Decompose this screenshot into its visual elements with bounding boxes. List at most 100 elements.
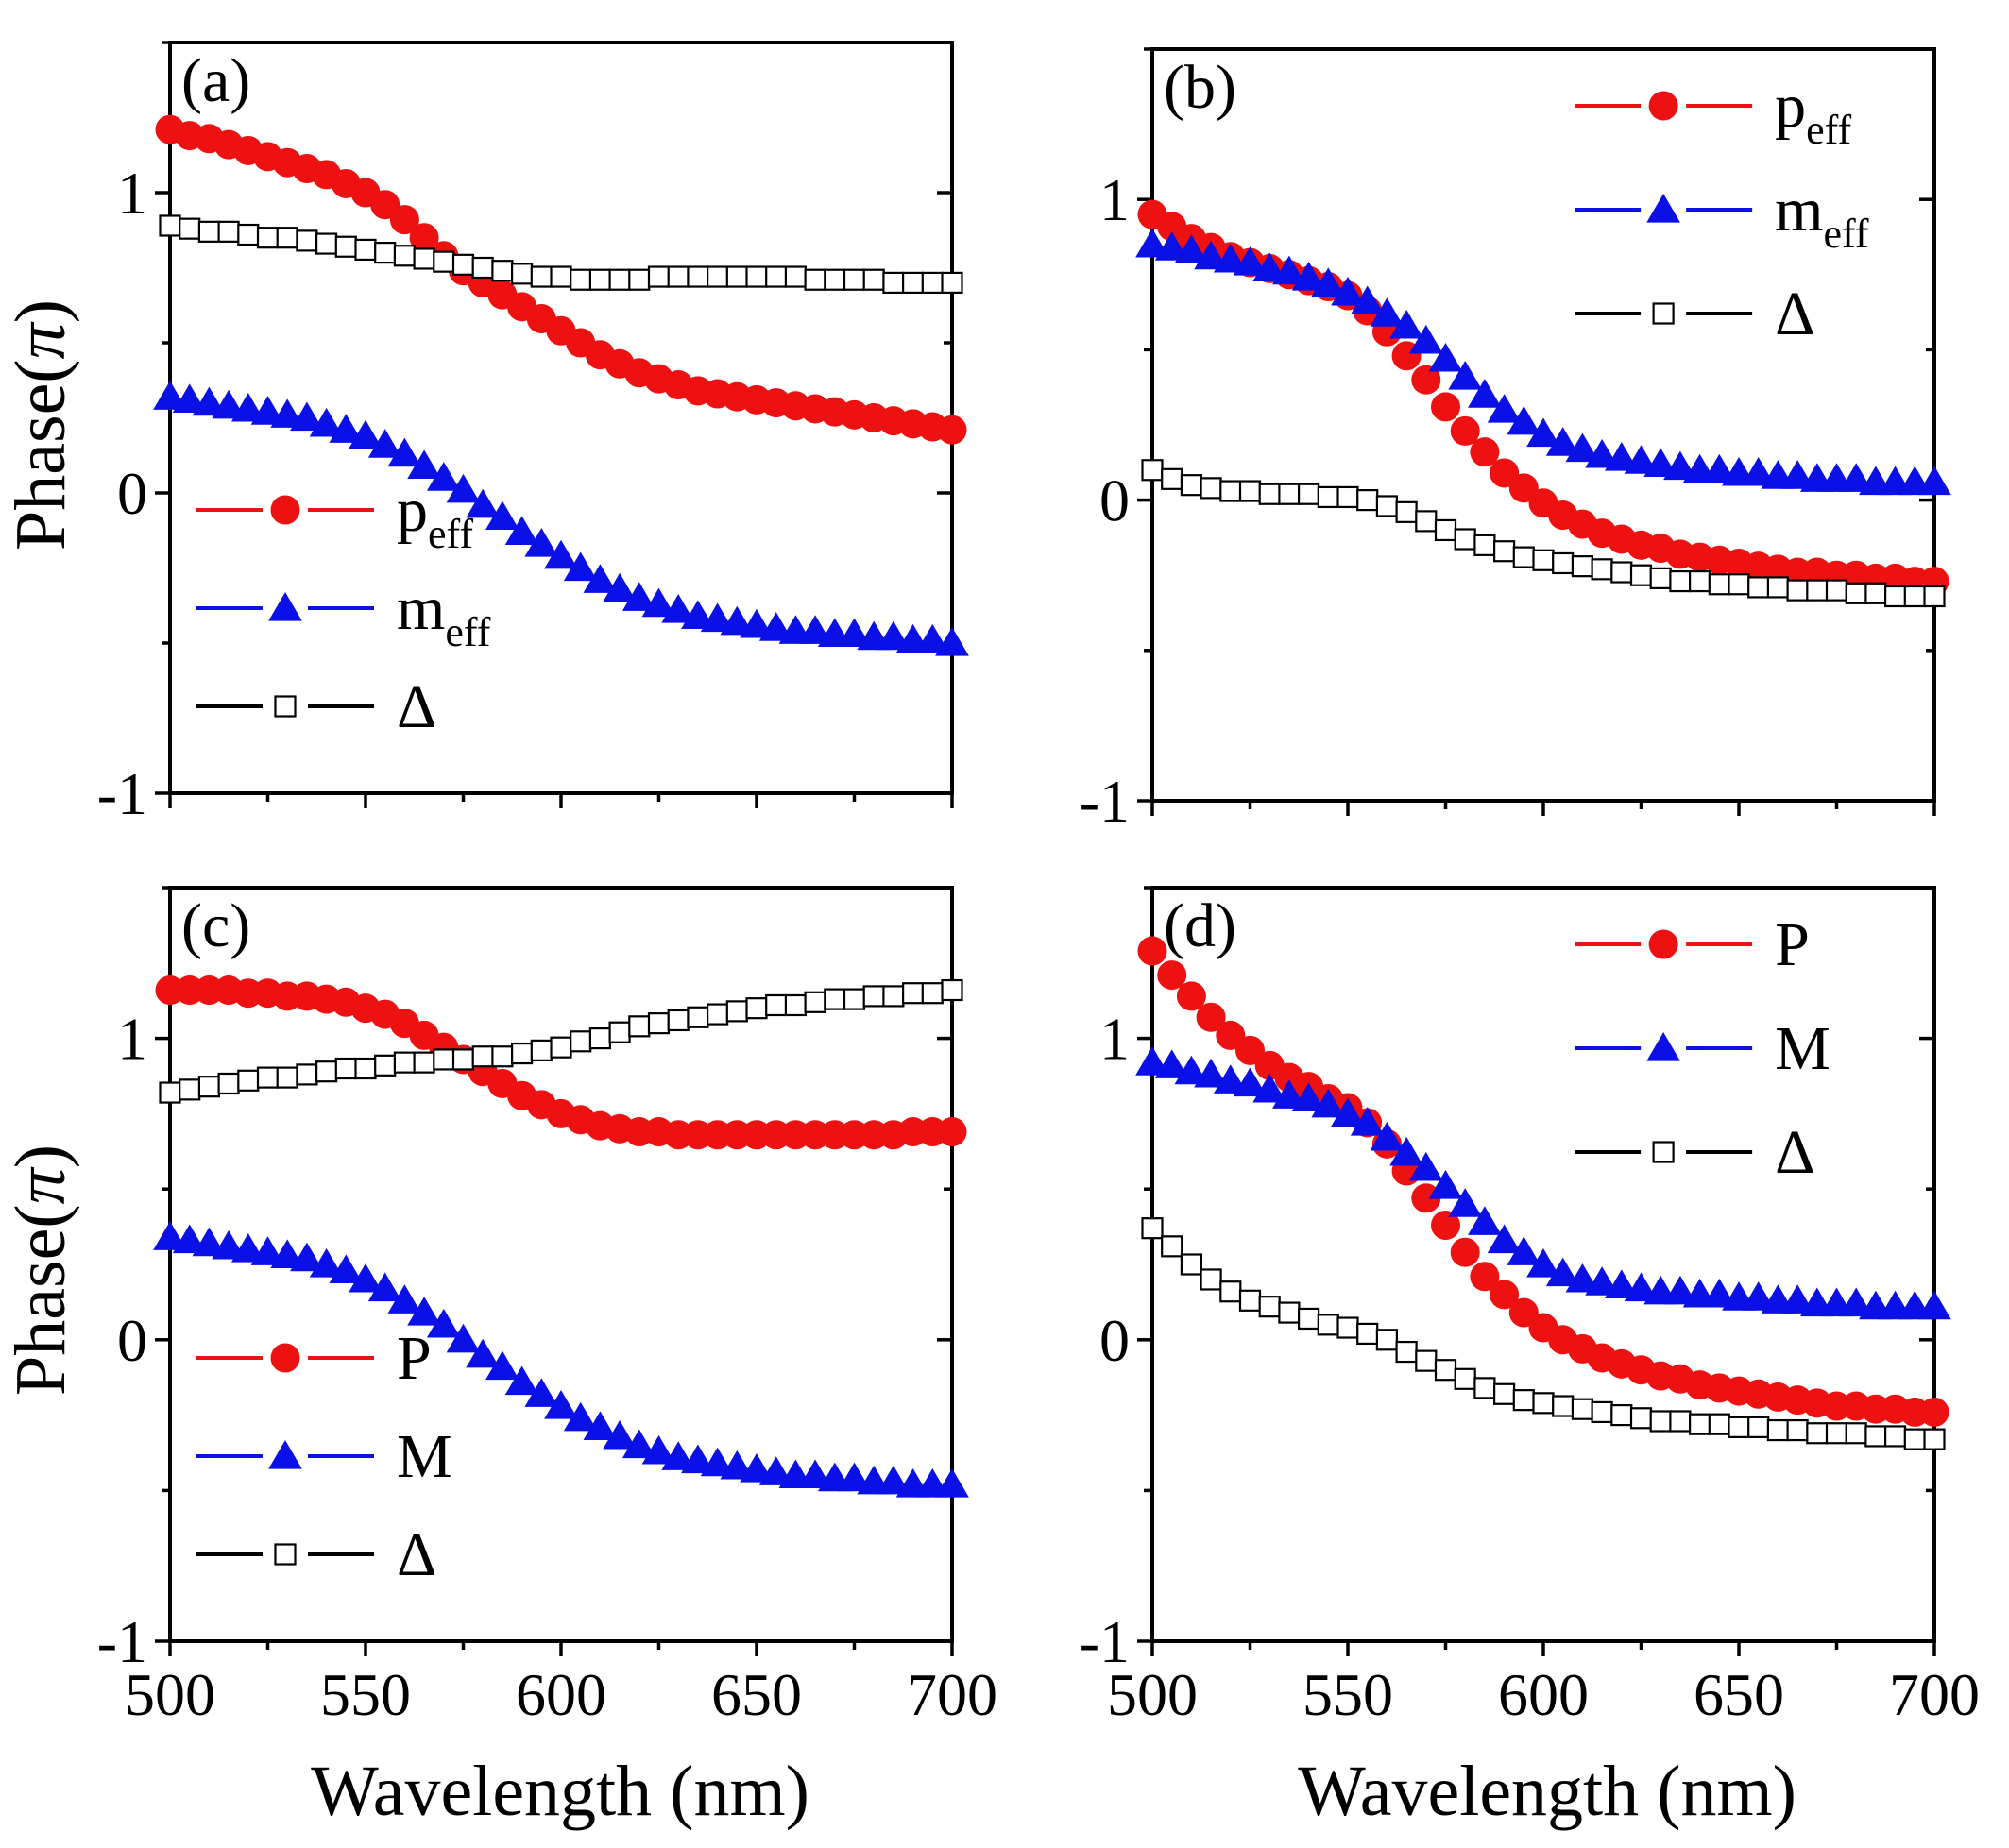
legend-marker bbox=[268, 1440, 302, 1469]
data-point-square bbox=[1395, 1340, 1418, 1364]
data-point-triangle bbox=[1370, 1121, 1405, 1151]
data-point-square bbox=[1629, 1407, 1653, 1430]
y-label-close: ) bbox=[1, 299, 80, 323]
data-point-square bbox=[1669, 569, 1692, 593]
data-point-triangle bbox=[681, 1444, 715, 1474]
data-point-square bbox=[451, 1048, 475, 1071]
data-point-triangle bbox=[1663, 450, 1697, 481]
data-point-circle bbox=[389, 205, 419, 235]
data-point-triangle bbox=[387, 437, 422, 467]
x-axis-label-right: Wavelength (nm) bbox=[1298, 1752, 1796, 1831]
data-point-square bbox=[334, 1057, 357, 1080]
data-point-square bbox=[1669, 1410, 1692, 1433]
data-point-square bbox=[1492, 1382, 1516, 1405]
data-point-square bbox=[1161, 467, 1183, 490]
data-point-square bbox=[1375, 1329, 1399, 1351]
legend-label: Δ bbox=[397, 672, 436, 741]
data-point-triangle bbox=[1487, 394, 1522, 423]
legend-label: peff bbox=[397, 476, 473, 557]
data-point-triangle bbox=[1565, 432, 1600, 463]
data-point-triangle bbox=[1507, 1236, 1541, 1265]
data-point-square bbox=[1238, 480, 1262, 502]
data-point-square bbox=[687, 265, 709, 288]
data-point-square bbox=[667, 265, 690, 288]
legend-label: Δ bbox=[1775, 1118, 1814, 1187]
data-point-square bbox=[374, 242, 397, 264]
data-point-square bbox=[804, 991, 826, 1013]
x-tick-label: 700 bbox=[907, 1661, 997, 1728]
data-point-triangle bbox=[349, 419, 383, 449]
data-point-square bbox=[1356, 488, 1379, 512]
legend-label-main: p bbox=[1775, 72, 1806, 141]
data-point-triangle bbox=[544, 539, 578, 569]
legend-label-main: P bbox=[1775, 910, 1810, 979]
data-point-square bbox=[1786, 1418, 1809, 1442]
x-tick-label: 600 bbox=[1498, 1661, 1589, 1728]
data-point-triangle bbox=[583, 564, 618, 593]
data-point-triangle bbox=[1272, 255, 1306, 285]
panel-c: 500 550 600 650 700 -1 0 1 (c) PMΔ bbox=[97, 886, 997, 1728]
data-point-square bbox=[179, 1078, 201, 1101]
legend-marker bbox=[270, 1343, 300, 1373]
legend-marker bbox=[1646, 194, 1680, 223]
x-tick-label: 550 bbox=[1302, 1661, 1393, 1728]
legend-marker bbox=[1652, 1141, 1675, 1163]
data-point-triangle bbox=[504, 1365, 539, 1396]
legend-item-p: P bbox=[196, 1324, 432, 1393]
data-point-triangle bbox=[1331, 1097, 1365, 1127]
data-point-triangle bbox=[935, 1468, 969, 1498]
data-point-triangle bbox=[367, 1272, 402, 1302]
data-point-square bbox=[843, 268, 866, 291]
data-point-square bbox=[1825, 1422, 1848, 1445]
y-label-close: ) bbox=[1, 1144, 80, 1168]
y-tick-label: -1 bbox=[1080, 768, 1130, 835]
data-point-triangle bbox=[250, 1236, 285, 1265]
data-point-square bbox=[315, 1060, 338, 1083]
data-point-square bbox=[393, 1051, 416, 1074]
data-point-square bbox=[217, 220, 240, 243]
data-point-square bbox=[1825, 579, 1848, 602]
data-point-triangle bbox=[1780, 1284, 1814, 1314]
data-point-square bbox=[530, 1039, 553, 1061]
data-point-triangle bbox=[1702, 1278, 1737, 1308]
data-point-triangle bbox=[563, 1401, 598, 1432]
legend-label-main: m bbox=[1775, 176, 1823, 245]
data-point-square bbox=[1649, 567, 1672, 589]
legend-item-p: peff bbox=[196, 476, 473, 557]
data-point-square bbox=[862, 268, 885, 291]
data-point-triangle bbox=[485, 500, 519, 531]
legend-label-main: Δ bbox=[397, 1520, 436, 1589]
data-point-triangle bbox=[1389, 309, 1423, 339]
data-point-square bbox=[687, 1006, 709, 1028]
data-point-triangle bbox=[1604, 1269, 1639, 1298]
x-tick-label: 600 bbox=[516, 1661, 606, 1728]
data-point-triangle bbox=[426, 462, 461, 491]
panel-label: (d) bbox=[1164, 891, 1236, 960]
data-point-triangle bbox=[309, 407, 344, 437]
data-point-square bbox=[276, 227, 298, 249]
x-axis-label-left: Wavelength (nm) bbox=[311, 1752, 809, 1831]
data-point-triangle bbox=[603, 572, 637, 602]
legend-label-main: p bbox=[397, 476, 428, 545]
x-tick-label: 500 bbox=[125, 1661, 215, 1728]
legend-item-delta: Δ bbox=[1575, 1118, 1815, 1187]
data-point-triangle bbox=[1291, 261, 1326, 291]
data-point-triangle bbox=[446, 1323, 481, 1353]
legend-label-sub: eff bbox=[1806, 107, 1851, 153]
data-point-triangle bbox=[192, 1227, 227, 1257]
data-point-square bbox=[296, 229, 318, 252]
x-tick-label: 550 bbox=[320, 1661, 411, 1728]
legend-marker bbox=[1652, 302, 1675, 325]
data-point-triangle bbox=[1331, 276, 1365, 306]
data-point-square bbox=[1278, 483, 1301, 505]
data-point-triangle bbox=[1370, 297, 1405, 327]
data-point-square bbox=[882, 271, 905, 294]
data-point-square bbox=[667, 1009, 690, 1032]
data-point-triangle bbox=[524, 528, 559, 557]
data-point-square bbox=[1219, 480, 1242, 502]
data-point-circle bbox=[1176, 981, 1206, 1011]
data-point-square bbox=[647, 1012, 671, 1035]
data-point-triangle bbox=[1154, 231, 1189, 261]
